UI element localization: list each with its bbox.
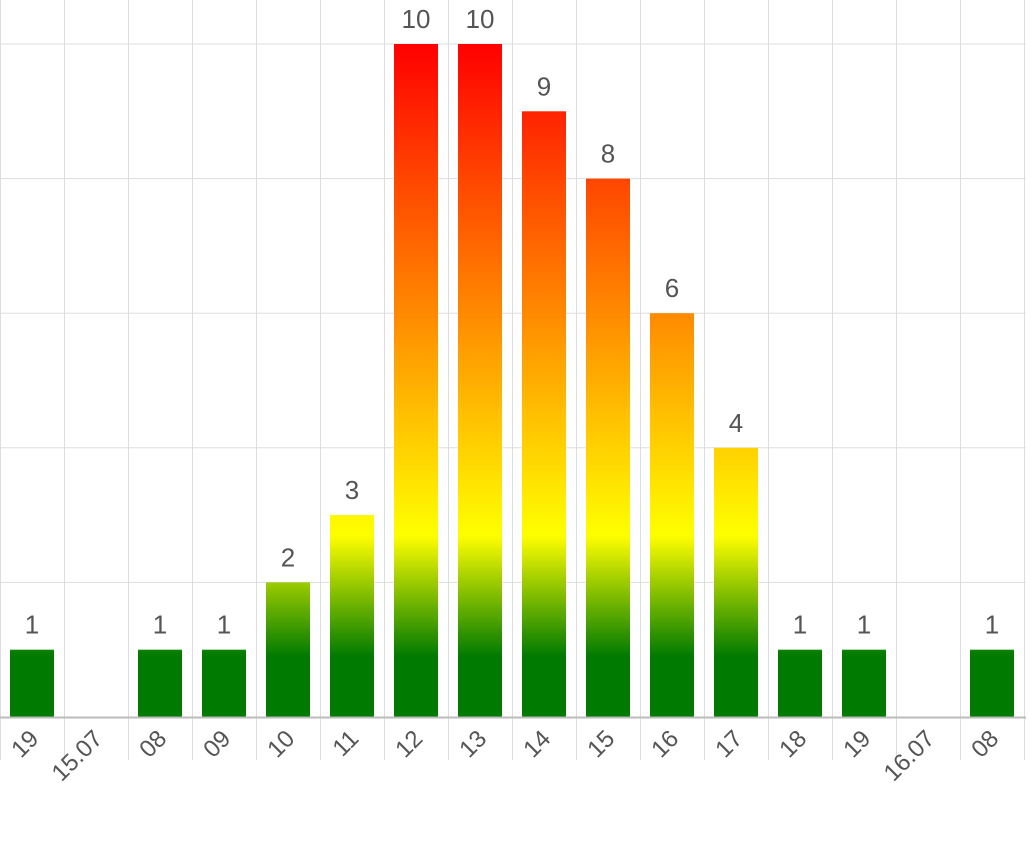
value-label: 6 bbox=[665, 273, 679, 303]
value-label: 10 bbox=[402, 4, 431, 34]
value-label: 10 bbox=[466, 4, 495, 34]
bar-4[interactable] bbox=[266, 582, 310, 717]
x-tick-label: 08 bbox=[966, 725, 1004, 763]
bar-10[interactable] bbox=[650, 313, 694, 717]
value-label: 2 bbox=[281, 542, 295, 572]
value-label: 3 bbox=[345, 475, 359, 505]
x-tick-label: 09 bbox=[198, 725, 236, 763]
value-label: 1 bbox=[857, 610, 871, 640]
bar-9[interactable] bbox=[586, 178, 630, 718]
x-tick-label: 15.07 bbox=[47, 725, 109, 787]
bar-11[interactable] bbox=[714, 447, 758, 717]
value-label: 9 bbox=[537, 71, 551, 101]
value-label: 8 bbox=[601, 139, 615, 169]
bar-15[interactable] bbox=[970, 649, 1014, 717]
x-tick-label: 11 bbox=[328, 725, 365, 762]
value-label: 1 bbox=[217, 610, 231, 640]
value-labels-group: 1 1 1 2 3 10 10 9 8 6 4 1 1 1 bbox=[25, 4, 999, 640]
grid-lines bbox=[0, 0, 1026, 760]
x-tick-label: 13 bbox=[454, 725, 492, 763]
bar-7[interactable] bbox=[458, 44, 502, 717]
bar-3[interactable] bbox=[202, 649, 246, 717]
bar-2[interactable] bbox=[138, 649, 182, 717]
bar-13[interactable] bbox=[842, 649, 886, 717]
x-tick-label: 12 bbox=[390, 725, 428, 763]
x-tick-label: 16 bbox=[646, 725, 684, 763]
value-label: 1 bbox=[985, 610, 999, 640]
x-tick-label: 19 bbox=[6, 725, 44, 763]
bar-6[interactable] bbox=[394, 44, 438, 717]
x-tick-label: 14 bbox=[518, 725, 556, 763]
x-tick-label: 18 bbox=[774, 725, 812, 763]
value-label: 1 bbox=[793, 610, 807, 640]
x-tick-label: 16.07 bbox=[879, 725, 941, 787]
bar-12[interactable] bbox=[778, 649, 822, 717]
bar-5[interactable] bbox=[330, 515, 374, 717]
x-tick-label: 08 bbox=[134, 725, 172, 763]
x-tick-label: 19 bbox=[838, 725, 876, 763]
x-tick-label: 17 bbox=[710, 725, 748, 763]
value-label: 1 bbox=[153, 610, 167, 640]
value-label: 1 bbox=[25, 610, 39, 640]
x-tick-label: 15 bbox=[582, 725, 620, 763]
value-label: 4 bbox=[729, 408, 743, 438]
bars-group bbox=[10, 44, 1014, 718]
bar-8[interactable] bbox=[522, 111, 566, 718]
bar-0[interactable] bbox=[10, 649, 54, 717]
x-tick-label: 10 bbox=[262, 725, 300, 763]
